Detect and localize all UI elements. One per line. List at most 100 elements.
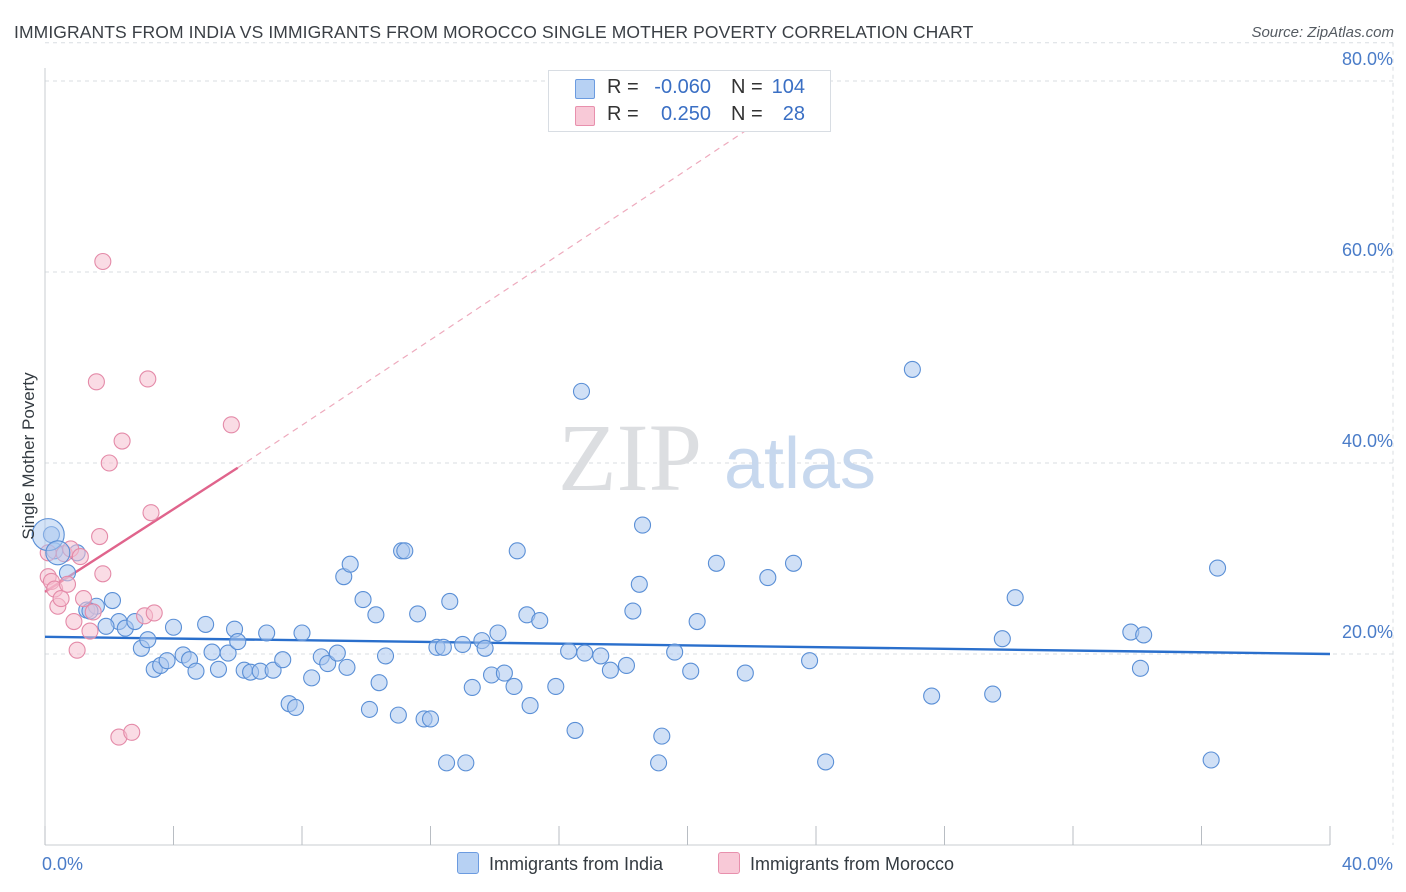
india-point[interactable] xyxy=(505,677,523,696)
india-point[interactable] xyxy=(354,591,372,609)
morocco-point[interactable] xyxy=(52,590,70,608)
india-point-cluster[interactable] xyxy=(45,540,71,566)
morocco-r-value: 0.250 xyxy=(660,103,711,125)
india-point[interactable] xyxy=(521,697,539,715)
india-point[interactable] xyxy=(688,612,706,631)
morocco-point[interactable] xyxy=(58,575,77,593)
india-point[interactable] xyxy=(341,555,359,573)
trend-layer xyxy=(44,72,1331,656)
morocco-point[interactable] xyxy=(100,454,118,472)
morocco-point[interactable] xyxy=(84,603,102,621)
india-point[interactable] xyxy=(476,639,494,657)
india-point[interactable] xyxy=(421,710,440,728)
india-point[interactable] xyxy=(264,661,282,679)
india-point[interactable] xyxy=(759,569,777,587)
india-point[interactable] xyxy=(396,542,414,560)
india-point[interactable] xyxy=(319,654,337,673)
morocco-point[interactable] xyxy=(68,641,86,659)
morocco-point[interactable] xyxy=(91,527,109,546)
morocco-point[interactable] xyxy=(145,604,163,622)
india-point[interactable] xyxy=(303,669,321,687)
india-point[interactable] xyxy=(566,721,584,739)
india-point[interactable] xyxy=(1135,626,1153,644)
morocco-point[interactable] xyxy=(222,416,240,434)
india-point[interactable] xyxy=(489,624,507,642)
india-point[interactable] xyxy=(653,727,671,745)
india-point[interactable] xyxy=(164,618,183,636)
morocco-point[interactable] xyxy=(87,373,105,391)
india-point[interactable] xyxy=(293,624,311,642)
india-point[interactable] xyxy=(1006,589,1024,607)
india-point[interactable] xyxy=(219,644,237,662)
india-point[interactable] xyxy=(434,638,452,656)
india-point[interactable] xyxy=(360,700,379,718)
morocco-point[interactable] xyxy=(94,565,112,583)
india-point[interactable] xyxy=(560,642,578,660)
india-point[interactable] xyxy=(97,617,115,635)
india-point[interactable] xyxy=(1209,559,1227,577)
morocco-point[interactable] xyxy=(81,622,99,640)
india-point[interactable] xyxy=(1131,659,1150,677)
india-point[interactable] xyxy=(376,647,395,665)
india-point[interactable] xyxy=(682,662,700,680)
morocco-point[interactable] xyxy=(123,723,141,741)
india-point[interactable] xyxy=(572,382,591,400)
india-point[interactable] xyxy=(630,575,648,593)
india-point[interactable] xyxy=(624,602,642,620)
india-point[interactable] xyxy=(229,633,247,651)
india-legend-swatch xyxy=(457,852,479,874)
india-point[interactable] xyxy=(650,754,668,772)
india-point[interactable] xyxy=(903,360,921,378)
morocco-point[interactable] xyxy=(65,612,83,631)
india-point[interactable] xyxy=(328,644,346,662)
legend-item-morocco[interactable]: Immigrants from Morocco xyxy=(718,852,954,875)
india-point[interactable] xyxy=(601,661,619,679)
india-point[interactable] xyxy=(274,651,292,669)
india-point[interactable] xyxy=(633,516,652,534)
india-point[interactable] xyxy=(187,662,205,680)
india-point[interactable] xyxy=(454,635,472,654)
morocco-point[interactable] xyxy=(71,548,89,566)
india-point[interactable] xyxy=(389,706,407,724)
india-point[interactable] xyxy=(158,652,176,670)
india-point[interactable] xyxy=(495,664,513,682)
india-point[interactable] xyxy=(508,542,526,560)
india-point[interactable] xyxy=(139,631,157,649)
morocco-point[interactable] xyxy=(142,504,160,522)
india-point[interactable] xyxy=(438,754,456,772)
india-point[interactable] xyxy=(801,652,819,670)
india-point[interactable] xyxy=(463,678,481,696)
india-point[interactable] xyxy=(784,554,803,572)
india-point[interactable] xyxy=(338,658,356,676)
india-r-label: R = xyxy=(607,76,639,98)
india-point[interactable] xyxy=(547,677,565,696)
india-point[interactable] xyxy=(592,647,610,665)
legend-item-india[interactable]: Immigrants from India xyxy=(457,852,663,875)
india-point[interactable] xyxy=(707,554,725,572)
india-point[interactable] xyxy=(993,630,1011,648)
india-point[interactable] xyxy=(258,624,276,642)
morocco-point[interactable] xyxy=(113,432,131,450)
india-point[interactable] xyxy=(203,643,221,661)
india-point[interactable] xyxy=(103,591,122,610)
india-point[interactable] xyxy=(617,656,636,675)
india-point[interactable] xyxy=(984,685,1002,703)
india-point[interactable] xyxy=(576,644,594,662)
india-point[interactable] xyxy=(370,674,388,692)
morocco-point[interactable] xyxy=(75,590,93,608)
india-point[interactable] xyxy=(367,606,385,624)
india-point[interactable] xyxy=(209,660,228,678)
india-point[interactable] xyxy=(287,698,305,717)
india-point[interactable] xyxy=(531,612,549,630)
india-point[interactable] xyxy=(1202,751,1220,769)
india-point[interactable] xyxy=(409,605,427,623)
india-point[interactable] xyxy=(666,643,684,661)
morocco-point[interactable] xyxy=(94,252,112,271)
india-point[interactable] xyxy=(197,615,215,633)
morocco-point[interactable] xyxy=(139,370,157,388)
india-point[interactable] xyxy=(817,753,835,771)
india-point[interactable] xyxy=(457,754,475,772)
india-point[interactable] xyxy=(441,592,459,611)
india-point[interactable] xyxy=(736,664,754,682)
india-point[interactable] xyxy=(923,687,941,705)
